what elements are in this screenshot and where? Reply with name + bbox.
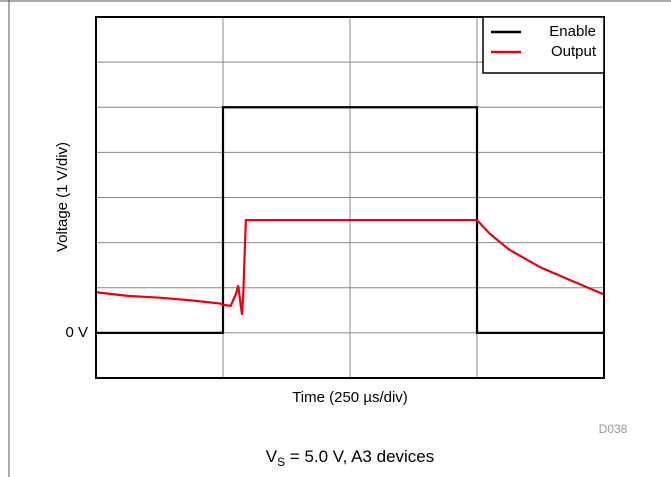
plot-border bbox=[95, 16, 605, 379]
legend-label: Output bbox=[551, 43, 597, 60]
caption: VS = 5.0 V, A3 devices bbox=[266, 447, 435, 469]
legend-label: Enable bbox=[549, 23, 596, 40]
series-line bbox=[96, 106, 604, 334]
figure-id: D038 bbox=[599, 422, 628, 436]
y-tick-label: 0 V bbox=[65, 324, 88, 341]
y-axis-label: Voltage (1 V/div) bbox=[54, 142, 71, 252]
x-axis-label: Time (250 µs/div) bbox=[292, 389, 408, 406]
caption-subscript: S bbox=[277, 455, 285, 469]
series-line bbox=[95, 218, 605, 315]
legend-box bbox=[482, 16, 605, 74]
caption-main: V bbox=[266, 447, 278, 466]
caption-rest: = 5.0 V, A3 devices bbox=[285, 447, 434, 466]
